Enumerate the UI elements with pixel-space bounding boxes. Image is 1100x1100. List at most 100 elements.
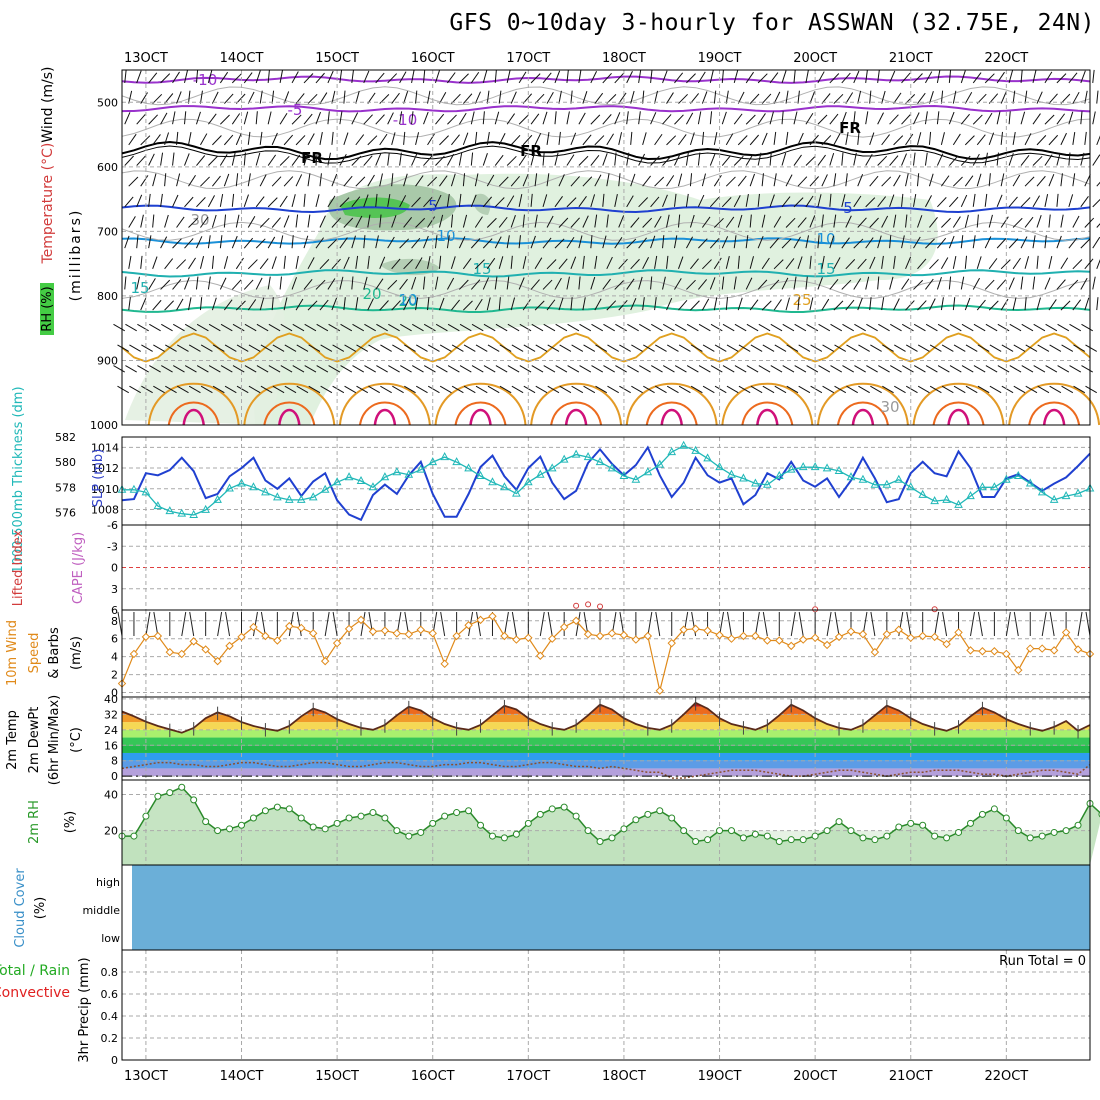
x-tick-label-top: 15OCT [315,51,359,66]
wind-barb [510,215,516,228]
wind-barb [674,72,684,84]
wind-barb [380,344,392,352]
wind-barb [247,216,256,228]
wind-barb [737,297,743,311]
wind-barb [642,90,645,104]
cloud-ylabel-2-part: (%) [33,897,48,920]
surface-wind-barb [647,611,653,637]
wind-barb [547,385,560,394]
wind-barb [965,344,978,352]
wind-barb [745,277,753,290]
wind-barb [291,277,297,290]
wind-barb [400,365,412,373]
wind-barb [877,196,887,208]
upper-y-tick: 700 [97,225,118,238]
rh-point [704,836,712,844]
wind-barb [495,365,508,373]
wind-barb [953,344,966,352]
wind-barb [618,299,628,311]
wind-barb [279,276,282,290]
wind-barb [1096,223,1100,228]
wind-barb [984,112,993,125]
isotherm-line [121,269,1091,278]
wind-tick: 6 [111,633,118,646]
wind-barb [865,111,869,125]
thickness-point [870,479,880,488]
wind-barb [785,217,796,228]
thickness-point [1002,474,1011,483]
wind-barb [877,155,888,166]
wind-barb [387,279,398,290]
wind-barb [231,73,242,84]
surface-wind-barb [1049,611,1055,637]
wind-barb [219,235,223,249]
wind-barb [259,131,263,145]
wind-tick: 2 [111,669,118,682]
wind-barb [937,323,950,332]
wind-barb [678,299,688,311]
wind-barb [841,194,846,207]
wind-barb [403,173,408,187]
wind-barb [200,385,213,394]
wind-barb [1068,194,1074,207]
thickness-point [535,469,545,478]
wind-barb [364,365,376,373]
wind-barb [438,214,444,228]
x-tick-label-bottom: 17OCT [506,1069,550,1084]
wind-barb [507,323,520,332]
wind-ylabel-4-part: (m/s) [69,636,84,670]
wind-barb [606,300,617,311]
wind-barb [259,174,267,187]
wind-barb [268,365,281,373]
wind-barb [296,385,309,394]
wind-speed-point [1014,665,1023,675]
wind-barb [279,112,288,125]
wind-barb [745,154,754,166]
wind-barb [343,217,354,228]
wind-barb [542,237,552,249]
wind-barb [793,197,804,208]
wind-barb [423,111,429,125]
wind-barb [964,175,974,187]
wind-barb [172,238,182,249]
wind-barb [415,175,424,187]
wind-barb [554,70,561,84]
wind-barb [328,365,341,373]
wind-barb [662,155,672,166]
wind-barb [797,297,800,311]
wind-barb [976,256,982,269]
thickness-point [990,482,999,491]
wind-barb [439,385,452,394]
wind-barb [212,385,225,394]
thickness-point [523,477,533,486]
wind-barb [320,344,333,352]
temp-line [121,701,1091,734]
wind-barb [271,297,274,311]
wind-barb [643,385,655,394]
thickness-point [344,472,354,481]
wind-barb [136,114,146,125]
wind-barb [912,152,916,166]
wind-barb [578,276,581,290]
wind-barb [403,91,409,104]
wind-barb [292,365,305,373]
contour-label: 10 [436,227,455,245]
wind-barb [474,216,483,228]
wind-barb [917,300,927,311]
wind-barb [857,217,867,228]
wind-barb [423,235,429,249]
wind-barb [184,323,197,332]
rh-point [847,827,855,835]
wind-barb [255,70,261,84]
wind-speed-point [1049,646,1059,655]
wind-barb [482,111,485,125]
surface-wind-barb [332,611,338,637]
rh-shade-area [254,173,938,425]
wind-barb [339,111,343,125]
wind-barb [722,365,735,373]
wind-barb [928,131,932,145]
temp-ylabel-2: 2m DewPt [27,707,42,774]
x-tick-label-top: 16OCT [411,51,455,66]
rh-point [1038,832,1046,840]
wind-barb [243,194,249,207]
